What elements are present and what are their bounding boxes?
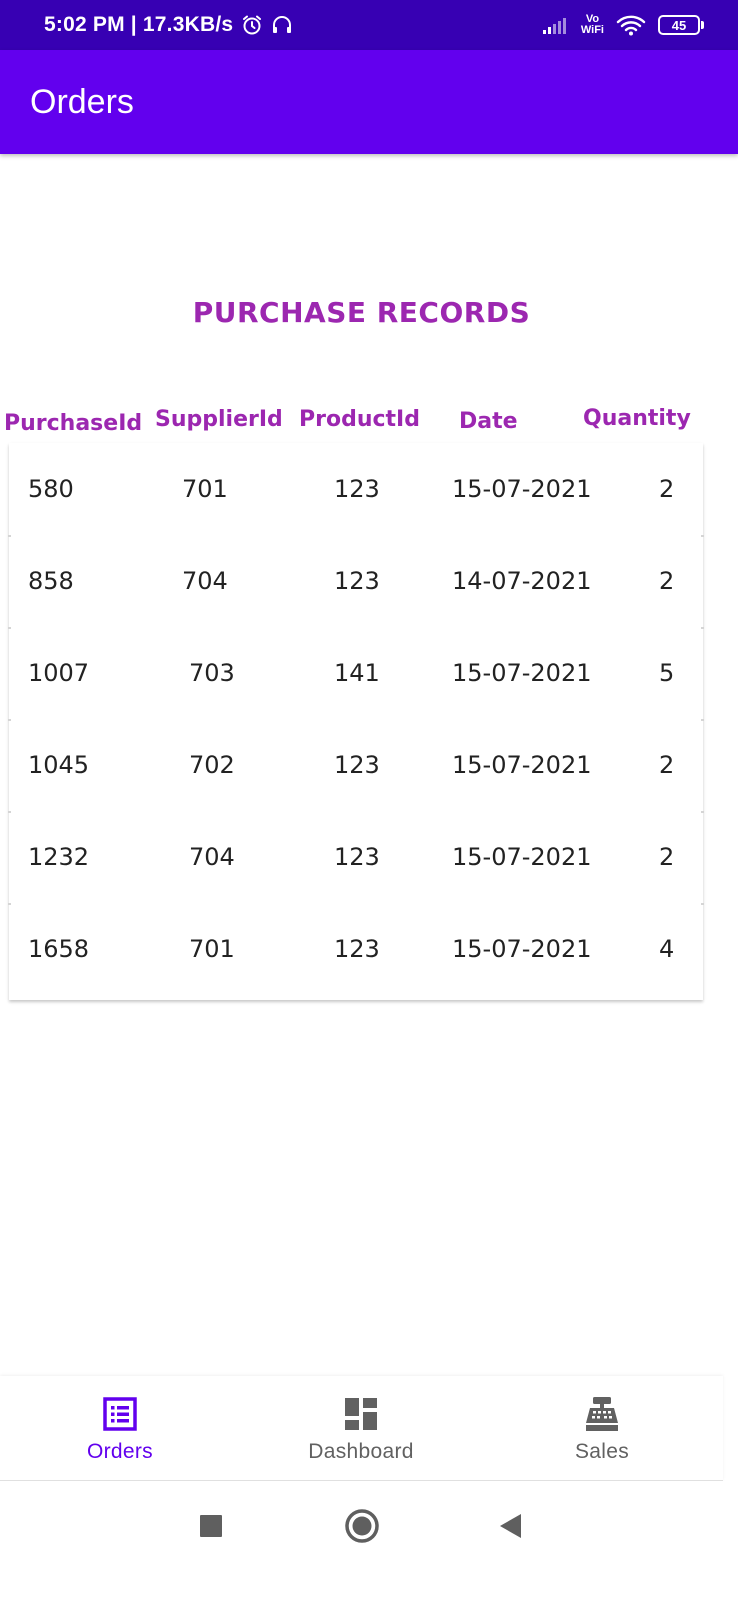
back-triangle-icon	[500, 1514, 521, 1538]
status-bar: 5:02 PM | 17.3KB/s Vo WiFi	[0, 0, 738, 50]
recents-button[interactable]	[191, 1506, 231, 1546]
cell-productid: 141	[334, 659, 380, 687]
bottom-navigation: Orders Dashboard Sales	[0, 1376, 723, 1481]
cell-purchaseid: 1007	[28, 659, 90, 687]
cell-date: 15-07-2021	[452, 751, 592, 779]
headset-icon	[273, 16, 292, 33]
column-header-supplierid: SupplierId	[155, 407, 283, 432]
nav-label-orders: Orders	[87, 1440, 153, 1463]
row-divider	[701, 811, 704, 813]
nav-item-orders[interactable]: Orders	[20, 1376, 220, 1480]
status-right: Vo WiFi 45	[542, 0, 704, 50]
home-button[interactable]	[342, 1506, 382, 1546]
nav-label-dashboard: Dashboard	[308, 1440, 414, 1463]
cell-quantity: 2	[659, 843, 675, 871]
cell-supplierid: 704	[189, 843, 235, 871]
app-title: Orders	[30, 83, 134, 121]
cell-quantity: 2	[659, 567, 675, 595]
nav-label-sales: Sales	[574, 1440, 630, 1463]
wifi-icon	[616, 15, 646, 36]
recents-square-icon	[200, 1515, 222, 1537]
list-icon	[103, 1397, 137, 1431]
table-row[interactable]: 1045 702 123 15-07-2021 2	[8, 719, 704, 811]
table-row[interactable]: 1232 704 123 15-07-2021 2	[8, 811, 704, 903]
cell-supplierid: 703	[189, 659, 235, 687]
table-row[interactable]: 580 701 123 15-07-2021 2	[9, 443, 703, 535]
cell-supplierid: 702	[189, 751, 235, 779]
home-circle-icon	[345, 1509, 379, 1543]
cell-date: 15-07-2021	[452, 659, 592, 687]
page-heading: PURCHASE RECORDS	[192, 296, 531, 329]
purchase-records-table: 580 701 123 15-07-2021 2 858 704 123 14-…	[8, 443, 704, 1000]
app-bar: Orders	[0, 50, 738, 154]
cell-purchaseid: 1658	[28, 935, 90, 963]
cell-purchaseid: 1232	[28, 843, 90, 871]
column-header-productid: ProductId	[299, 407, 420, 432]
battery-level: 45	[671, 17, 687, 33]
row-divider	[701, 719, 704, 721]
column-header-date: Date	[459, 409, 518, 434]
cell-quantity: 2	[659, 751, 675, 779]
nav-item-dashboard[interactable]: Dashboard	[261, 1376, 461, 1480]
cell-purchaseid: 580	[28, 475, 74, 503]
alarm-icon	[243, 15, 262, 35]
cell-productid: 123	[334, 843, 380, 871]
cell-date: 15-07-2021	[452, 475, 592, 503]
cell-productid: 123	[334, 935, 380, 963]
cell-productid: 123	[334, 567, 380, 595]
vowifi-top: Vo	[585, 13, 600, 25]
system-navigation-bar	[0, 1481, 738, 1600]
row-divider	[8, 903, 11, 905]
status-left: 5:02 PM | 17.3KB/s	[44, 0, 293, 50]
cell-supplierid: 701	[189, 935, 235, 963]
dashboard-icon	[345, 1398, 377, 1430]
back-button[interactable]	[490, 1506, 530, 1546]
cell-date: 14-07-2021	[452, 567, 592, 595]
cell-purchaseid: 1045	[28, 751, 90, 779]
row-divider	[8, 627, 11, 629]
row-divider	[701, 903, 704, 905]
cash-register-icon	[586, 1397, 618, 1431]
cell-date: 15-07-2021	[452, 843, 592, 871]
cell-productid: 123	[334, 475, 380, 503]
cell-quantity: 4	[659, 935, 675, 963]
cell-supplierid: 701	[182, 475, 228, 503]
table-row[interactable]: 1007 703 141 15-07-2021 5	[8, 627, 704, 719]
battery-icon: 45	[658, 15, 704, 35]
cell-purchaseid: 858	[28, 567, 74, 595]
row-divider	[8, 811, 11, 813]
vowifi-bottom: WiFi	[580, 24, 604, 36]
cell-quantity: 5	[659, 659, 675, 687]
vowifi-indicator: Vo WiFi	[581, 14, 604, 36]
row-divider	[8, 719, 11, 721]
column-header-purchaseid: PurchaseId	[4, 411, 143, 436]
row-divider	[701, 535, 704, 537]
table-row[interactable]: 1658 701 123 15-07-2021 4	[8, 903, 704, 995]
status-time-speed: 5:02 PM | 17.3KB/s	[44, 13, 234, 36]
nav-item-sales[interactable]: Sales	[502, 1376, 702, 1480]
table-row[interactable]: 858 704 123 14-07-2021 2	[8, 535, 704, 627]
signal-icon	[542, 18, 566, 34]
cell-productid: 123	[334, 751, 380, 779]
cell-quantity: 2	[659, 475, 675, 503]
row-divider	[701, 627, 704, 629]
column-header-quantity: Quantity	[583, 406, 691, 431]
cell-supplierid: 704	[182, 567, 228, 595]
row-divider	[8, 535, 11, 537]
cell-date: 15-07-2021	[452, 935, 592, 963]
